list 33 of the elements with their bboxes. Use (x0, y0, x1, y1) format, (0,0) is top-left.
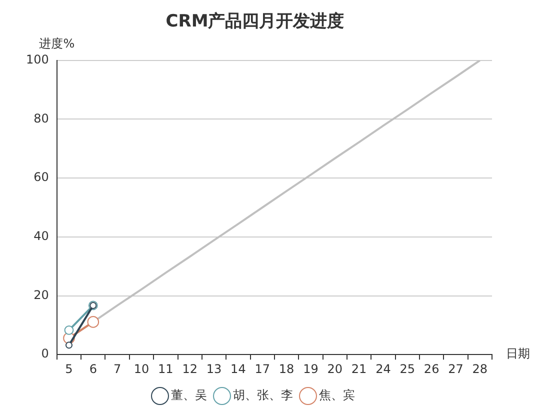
y-tick-label: 100 (26, 52, 49, 67)
x-tick-label: 19 (303, 362, 318, 376)
x-tick-label: 26 (424, 362, 440, 376)
y-axis-title: 进度% (39, 36, 75, 51)
x-tick-label: 17 (254, 362, 270, 376)
point (87, 316, 100, 328)
chart-title: CRM产品四月开发进度 (166, 12, 344, 32)
x-tick-label: 24 (376, 362, 391, 376)
legend-label: 焦、宾 (319, 388, 355, 402)
x-axis-title: 日期 (506, 346, 530, 361)
legend-label: 董、吴 (171, 388, 207, 402)
y-tick-label: 40 (34, 229, 49, 244)
x-tick-label: 18 (278, 362, 294, 376)
x-tick-label: 21 (351, 362, 367, 376)
y-tick-label: 80 (34, 111, 49, 126)
x-tick-label: 28 (472, 362, 488, 376)
x-tick-label: 12 (182, 362, 198, 376)
x-tick-label: 5 (65, 362, 73, 376)
x-tick-label: 14 (230, 362, 246, 376)
x-tick-label: 11 (158, 362, 174, 376)
y-tick-label: 60 (34, 170, 49, 184)
x-tick-label: 13 (206, 362, 222, 376)
legend-label: 胡、张、李 (233, 388, 293, 402)
x-tick-label: 25 (400, 362, 416, 376)
x-tick-label: 6 (89, 362, 97, 376)
point (64, 325, 74, 335)
y-tick-label: 20 (34, 288, 49, 302)
x-tick-label: 7 (114, 362, 122, 376)
x-tick-label: 27 (448, 362, 464, 376)
x-tick-label: 10 (134, 362, 150, 376)
x-tick-label: 20 (327, 362, 343, 376)
y-tick-label: 0 (41, 346, 49, 361)
point (65, 342, 72, 349)
